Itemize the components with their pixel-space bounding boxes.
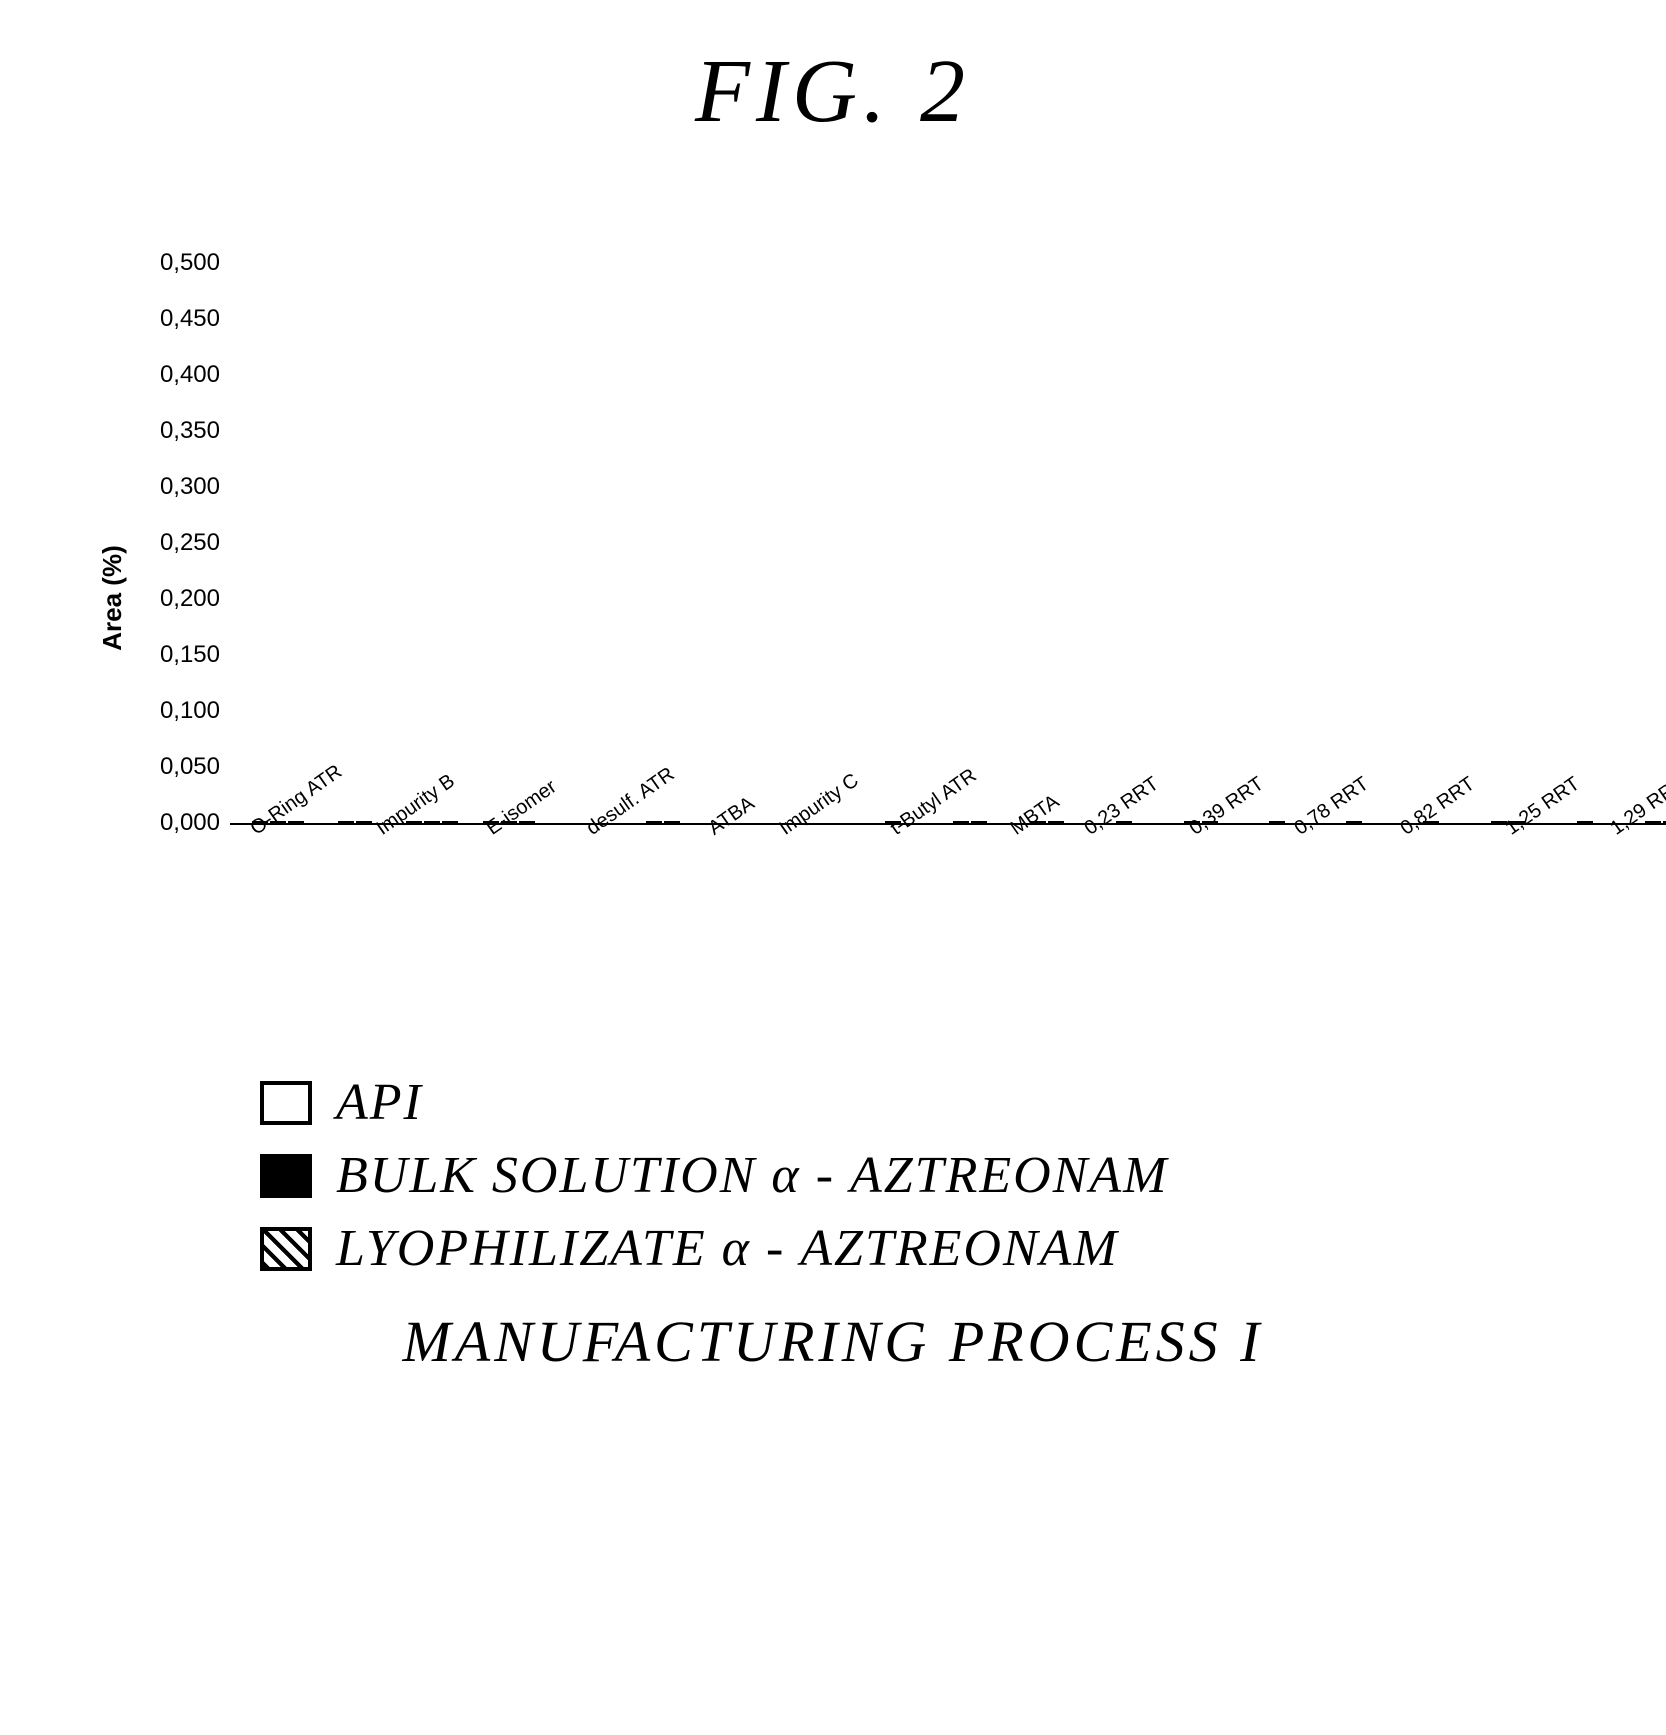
swatch-api bbox=[260, 1081, 312, 1125]
swatch-bulk bbox=[260, 1154, 312, 1198]
figure-title: FIG. 2 bbox=[40, 40, 1626, 143]
plot-area: 0,0000,0500,1000,1500,2000,2500,3000,350… bbox=[230, 263, 1666, 825]
y-tick: 0,350 bbox=[120, 417, 220, 445]
figure-caption: MANUFACTURING PROCESS I bbox=[40, 1308, 1626, 1375]
legend: API BULK SOLUTION α - AZTREONAM LYOPHILI… bbox=[260, 1073, 1626, 1278]
legend-item-bulk: BULK SOLUTION α - AZTREONAM bbox=[260, 1146, 1626, 1205]
y-tick: 0,250 bbox=[120, 529, 220, 557]
y-tick: 0,500 bbox=[120, 249, 220, 277]
swatch-lyo bbox=[260, 1227, 312, 1271]
y-tick: 0,400 bbox=[120, 361, 220, 389]
y-tick: 0,300 bbox=[120, 473, 220, 501]
legend-label: LYOPHILIZATE α - AZTREONAM bbox=[336, 1219, 1119, 1278]
legend-item-api: API bbox=[260, 1073, 1626, 1132]
y-tick: 0,050 bbox=[120, 753, 220, 781]
y-tick: 0,150 bbox=[120, 641, 220, 669]
bars-layer bbox=[230, 263, 1666, 823]
y-tick: 0,450 bbox=[120, 305, 220, 333]
legend-item-lyo: LYOPHILIZATE α - AZTREONAM bbox=[260, 1219, 1626, 1278]
legend-label: BULK SOLUTION α - AZTREONAM bbox=[336, 1146, 1168, 1205]
y-tick: 0,200 bbox=[120, 585, 220, 613]
y-tick: 0,100 bbox=[120, 697, 220, 725]
legend-label: API bbox=[336, 1073, 423, 1132]
x-axis-labels: O-Ring ATRImpurity BE-isomerdesulf. ATRA… bbox=[230, 833, 1666, 933]
chart-container: Area (%) 0,0000,0500,1000,1500,2000,2500… bbox=[120, 263, 1626, 933]
y-tick: 0,000 bbox=[120, 809, 220, 837]
